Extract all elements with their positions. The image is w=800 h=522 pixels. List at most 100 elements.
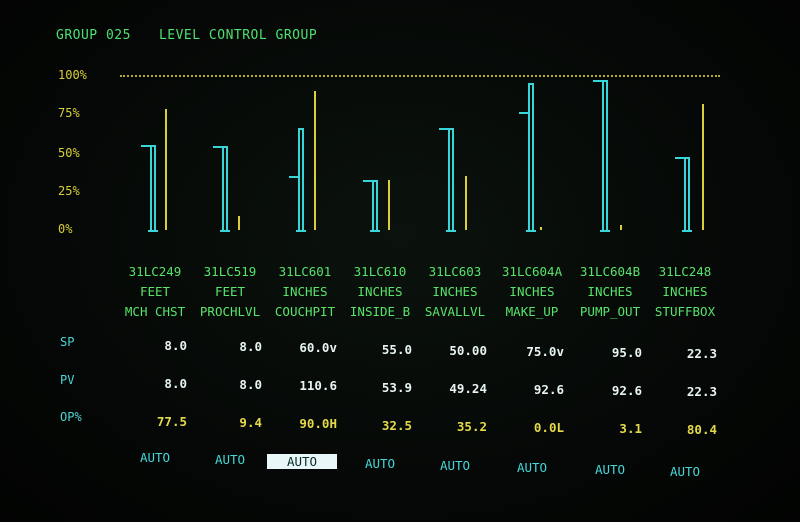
- op-value: 80.4: [686, 422, 717, 438]
- pv-value: 92.6: [611, 383, 642, 399]
- pv-bar: [602, 79, 608, 230]
- y-tick-0: 0%: [58, 222, 73, 236]
- pv-bar: [222, 146, 228, 230]
- sp-value: 8.0: [239, 339, 262, 355]
- pv-bar: [448, 127, 454, 230]
- y-tick-25: 25%: [58, 184, 80, 198]
- loop-unit: INCHES: [432, 284, 478, 299]
- op-bar: [314, 90, 316, 230]
- op-value: 0.0L: [533, 420, 564, 435]
- bar-base: [296, 230, 306, 232]
- pv-value: 92.6: [533, 382, 564, 397]
- loop-desc: STUFFBOX: [654, 304, 716, 319]
- bar-base: [446, 230, 456, 232]
- mode-button[interactable]: AUTO: [139, 450, 171, 465]
- op-value: 9.4: [239, 415, 262, 431]
- sp-value: 22.3: [686, 346, 717, 362]
- mode-button[interactable]: AUTO: [516, 460, 548, 475]
- loop-label-block[interactable]: 31LC603 INCHES SAVALLVL: [415, 262, 495, 322]
- sp-marker: [363, 180, 372, 183]
- sp-marker: [519, 112, 528, 115]
- mode-button[interactable]: AUTO: [267, 454, 337, 469]
- y-tick-75: 75%: [58, 106, 80, 120]
- row-label-pv: PV: [60, 373, 75, 387]
- sp-marker: [141, 144, 150, 147]
- loop-label-block[interactable]: 31LC604B INCHES PUMP_OUT: [570, 262, 650, 322]
- op-value: 90.0H: [299, 416, 337, 432]
- loop-label-block[interactable]: 31LC604A INCHES MAKE_UP: [492, 262, 572, 322]
- loop-desc: INSIDE_B: [349, 304, 411, 319]
- y-tick-100: 100%: [58, 68, 87, 82]
- pv-value: 22.3: [686, 384, 717, 400]
- sp-value: 50.00: [449, 342, 487, 358]
- loop-tag: 31LC603: [428, 264, 482, 279]
- group-title: LEVEL CONTROL GROUP: [158, 28, 318, 43]
- bar-base: [148, 230, 158, 232]
- pv-value: 8.0: [239, 377, 262, 393]
- loop-unit: INCHES: [282, 284, 328, 299]
- loop-label-block[interactable]: 31LC610 INCHES INSIDE_B: [340, 262, 420, 322]
- bar-base: [370, 230, 380, 232]
- level-bar-chart: [0, 0, 800, 240]
- loop-desc: PUMP_OUT: [579, 304, 641, 319]
- pv-value: 53.9: [381, 379, 412, 395]
- loop-unit: FEET: [139, 284, 171, 299]
- loop-tag: 31LC604A: [501, 264, 563, 279]
- mode-button[interactable]: AUTO: [214, 452, 246, 467]
- mode-button[interactable]: AUTO: [669, 464, 701, 479]
- loop-tag: 31LC610: [353, 264, 407, 279]
- op-bar: [540, 227, 542, 230]
- y-tick-50: 50%: [58, 146, 80, 160]
- loop-desc: PROCHLVL: [199, 304, 261, 319]
- sp-marker: [289, 175, 298, 178]
- loop-tag: 31LC248: [658, 264, 712, 279]
- op-value: 77.5: [156, 414, 187, 429]
- loop-label-block[interactable]: 31LC248 INCHES STUFFBOX: [645, 262, 725, 322]
- sp-marker: [675, 157, 684, 160]
- loop-tag: 31LC519: [203, 264, 257, 279]
- loop-unit: INCHES: [662, 284, 708, 299]
- loop-unit: INCHES: [587, 284, 633, 299]
- mode-button[interactable]: AUTO: [439, 458, 471, 473]
- sp-marker: [213, 146, 222, 149]
- loop-desc: MCH CHST: [124, 304, 186, 319]
- screen-title: GROUP 025 LEVEL CONTROL GROUP: [56, 28, 345, 43]
- pv-bar: [528, 82, 534, 230]
- loop-desc: SAVALLVL: [424, 304, 486, 319]
- op-bar: [702, 104, 704, 230]
- loop-unit: FEET: [214, 284, 246, 299]
- sp-value: 60.0v: [299, 340, 337, 356]
- row-label-op: OP%: [60, 410, 82, 424]
- pv-bar: [684, 157, 690, 230]
- loop-label-block[interactable]: 31LC519 FEET PROCHLVL: [190, 262, 270, 322]
- loop-tag: 31LC249: [128, 264, 182, 279]
- bar-base: [682, 230, 692, 232]
- sp-marker: [593, 79, 602, 82]
- full-scale-line: [120, 75, 720, 77]
- loop-desc: COUCHPIT: [274, 304, 336, 319]
- op-bar: [388, 180, 390, 230]
- pv-bar: [150, 144, 156, 230]
- row-label-sp: SP: [60, 335, 75, 349]
- op-bar: [465, 175, 467, 230]
- loop-label-block[interactable]: 31LC601 INCHES COUCHPIT: [265, 262, 345, 322]
- op-bar: [620, 225, 622, 230]
- bar-base: [526, 230, 536, 232]
- op-value: 35.2: [456, 418, 487, 434]
- pv-value: 8.0: [164, 376, 187, 391]
- sp-value: 8.0: [164, 338, 187, 353]
- sp-value: 75.0v: [526, 344, 564, 359]
- loop-label-block[interactable]: 31LC249 FEET MCH CHST: [115, 262, 195, 322]
- op-value: 3.1: [619, 421, 642, 437]
- mode-button[interactable]: AUTO: [364, 456, 396, 471]
- loop-unit: INCHES: [509, 284, 555, 299]
- op-bar: [238, 216, 240, 230]
- sp-marker: [439, 127, 448, 130]
- pv-value: 49.24: [449, 380, 487, 396]
- mode-button[interactable]: AUTO: [594, 462, 626, 477]
- op-bar: [165, 109, 167, 230]
- bar-base: [220, 230, 230, 232]
- group-id: GROUP 025: [56, 28, 131, 43]
- pv-bar: [298, 127, 304, 230]
